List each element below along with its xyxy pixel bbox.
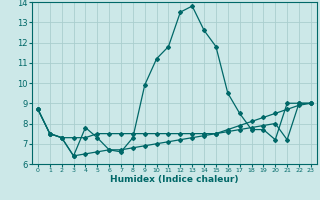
X-axis label: Humidex (Indice chaleur): Humidex (Indice chaleur) — [110, 175, 239, 184]
